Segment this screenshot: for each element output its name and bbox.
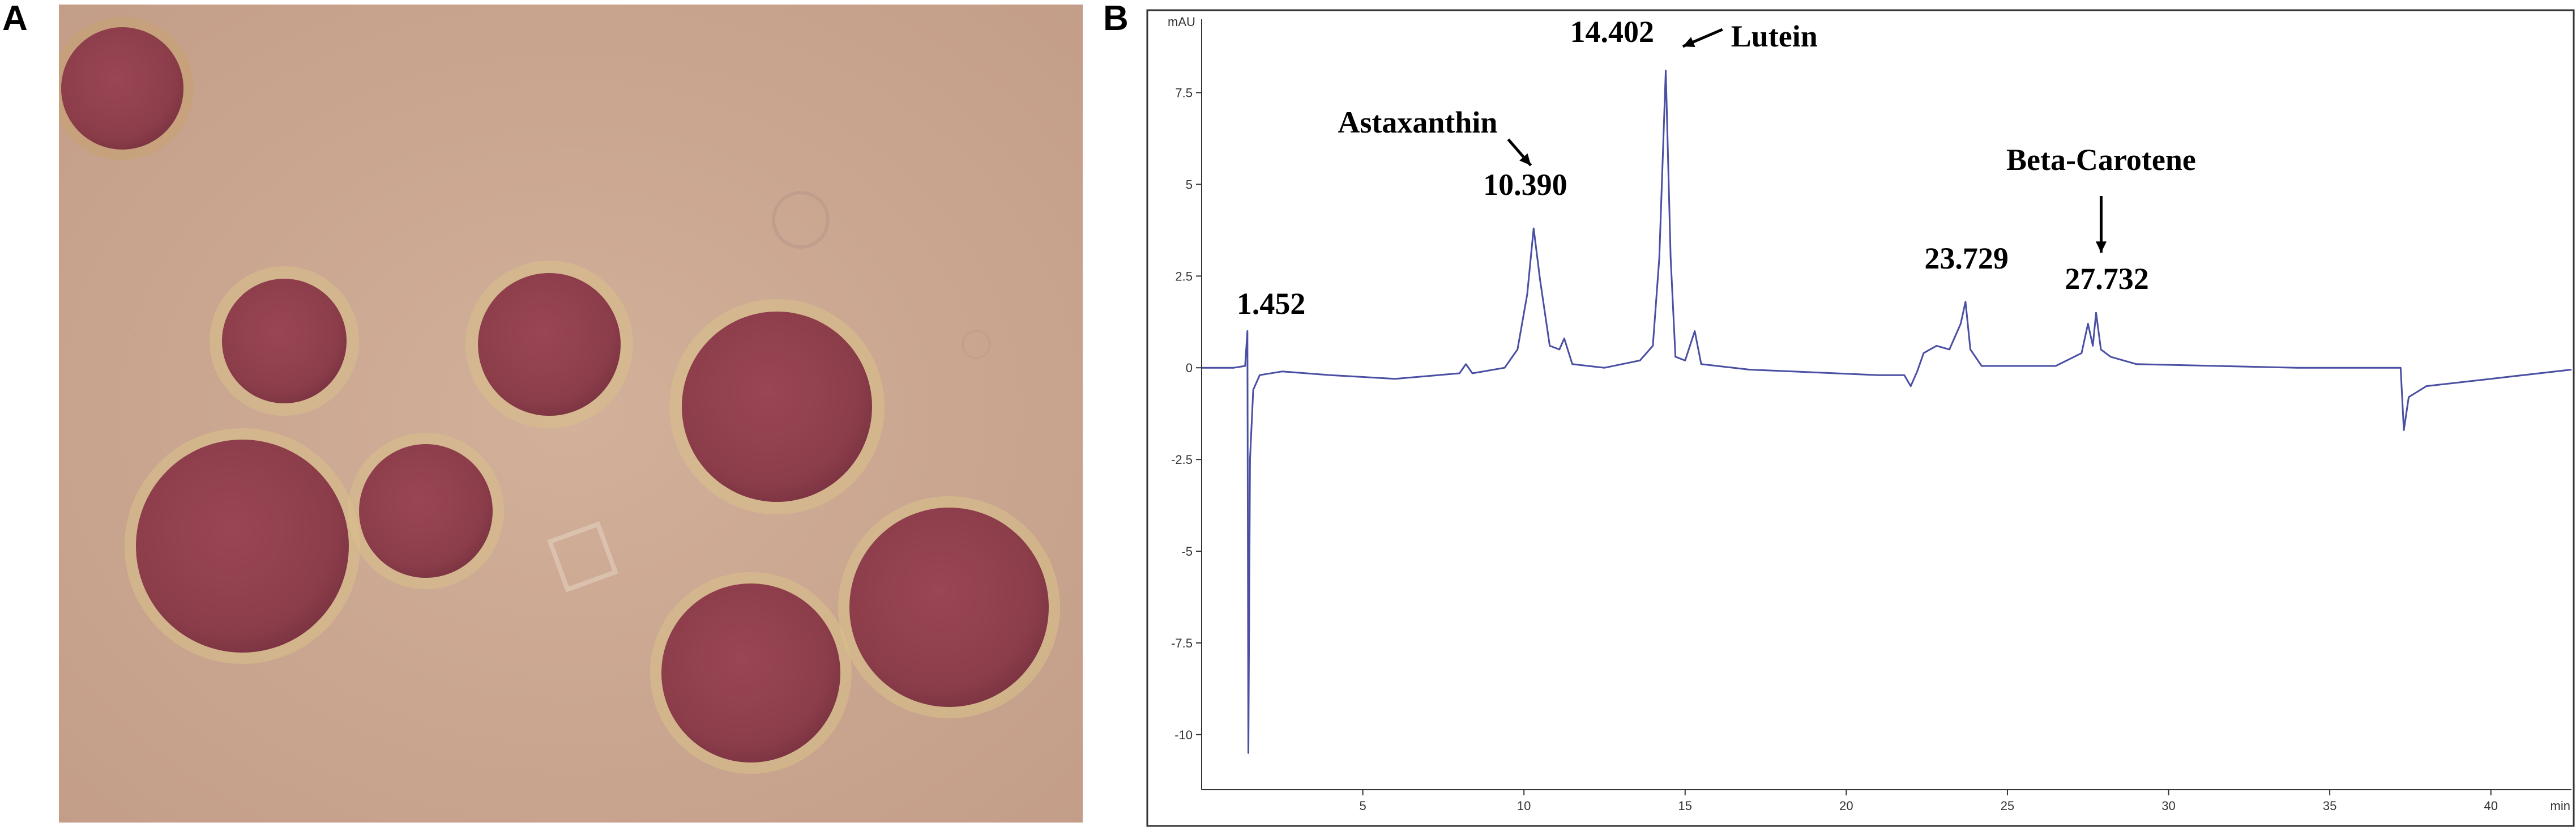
y-tick-label: -5 (1181, 544, 1193, 559)
y-tick-label: -10 (1174, 728, 1193, 742)
cyst (682, 312, 872, 502)
peak-annotation: Lutein (1731, 19, 1818, 53)
micrograph-image (59, 5, 1083, 823)
y-tick-label: -2.5 (1171, 453, 1193, 467)
cyst (849, 508, 1049, 707)
haematococcus-cysts (59, 17, 1060, 774)
annotation-arrowhead (2095, 241, 2107, 253)
x-tick-label: 30 (2161, 799, 2175, 813)
x-tick-label: 20 (1839, 799, 1853, 813)
debris (962, 330, 991, 359)
annotation-arrowhead (1519, 153, 1531, 165)
panel-a-label: A (2, 0, 28, 38)
y-tick-label: 2.5 (1175, 269, 1193, 283)
x-tick-label: 40 (2484, 799, 2497, 813)
panel-b-label: B (1103, 0, 1129, 38)
debris (547, 521, 618, 593)
hplc-chromatogram: 7.5 5 2.5 0 -2.5 -5 -7.5 -10 5 10 15 20 25 30 35 40 mAU m… (1146, 9, 2575, 827)
chart-axes: 7.5 5 2.5 0 -2.5 -5 -7.5 -10 5 10 15 20 25 30 35 40 mAU m… (1168, 15, 2571, 813)
x-tick-label: 5 (1359, 799, 1366, 813)
x-tick-label: 35 (2323, 799, 2336, 813)
peak-annotation: 23.729 (1924, 241, 2009, 275)
peak-annotation: 1.452 (1237, 287, 1306, 321)
cyst (136, 440, 349, 653)
cyst (661, 583, 840, 762)
x-tick-label: 10 (1517, 799, 1531, 813)
peak-annotation: 10.390 (1483, 168, 1567, 202)
series-line-0 (1202, 70, 2572, 754)
chart-series (1202, 70, 2572, 754)
y-unit-label: mAU (1168, 15, 1195, 29)
y-tick-label: 7.5 (1175, 86, 1193, 100)
x-tick-label: 25 (2001, 799, 2014, 813)
x-tick-label: 15 (1678, 799, 1692, 813)
chart-annotations: 1.452 Astaxanthin 10.390 14.402 Lutein 23.729… (1237, 15, 2196, 321)
debris (772, 191, 830, 249)
peak-annotation: 27.732 (2065, 262, 2149, 296)
x-unit-label: min (2551, 799, 2570, 813)
cyst (61, 27, 183, 150)
cyst (359, 444, 493, 578)
y-tick-label: 0 (1186, 361, 1193, 375)
peak-annotation: 14.402 (1570, 15, 1654, 49)
annotation-arrowhead (1682, 37, 1695, 47)
y-tick-label: -7.5 (1171, 636, 1193, 650)
peak-annotation: Beta-Carotene (2006, 143, 2196, 177)
y-tick-label: 5 (1186, 177, 1193, 191)
plot-frame (1146, 9, 2575, 827)
cyst (222, 279, 347, 403)
peak-annotation: Astaxanthin (1338, 105, 1497, 139)
cyst (478, 273, 621, 416)
